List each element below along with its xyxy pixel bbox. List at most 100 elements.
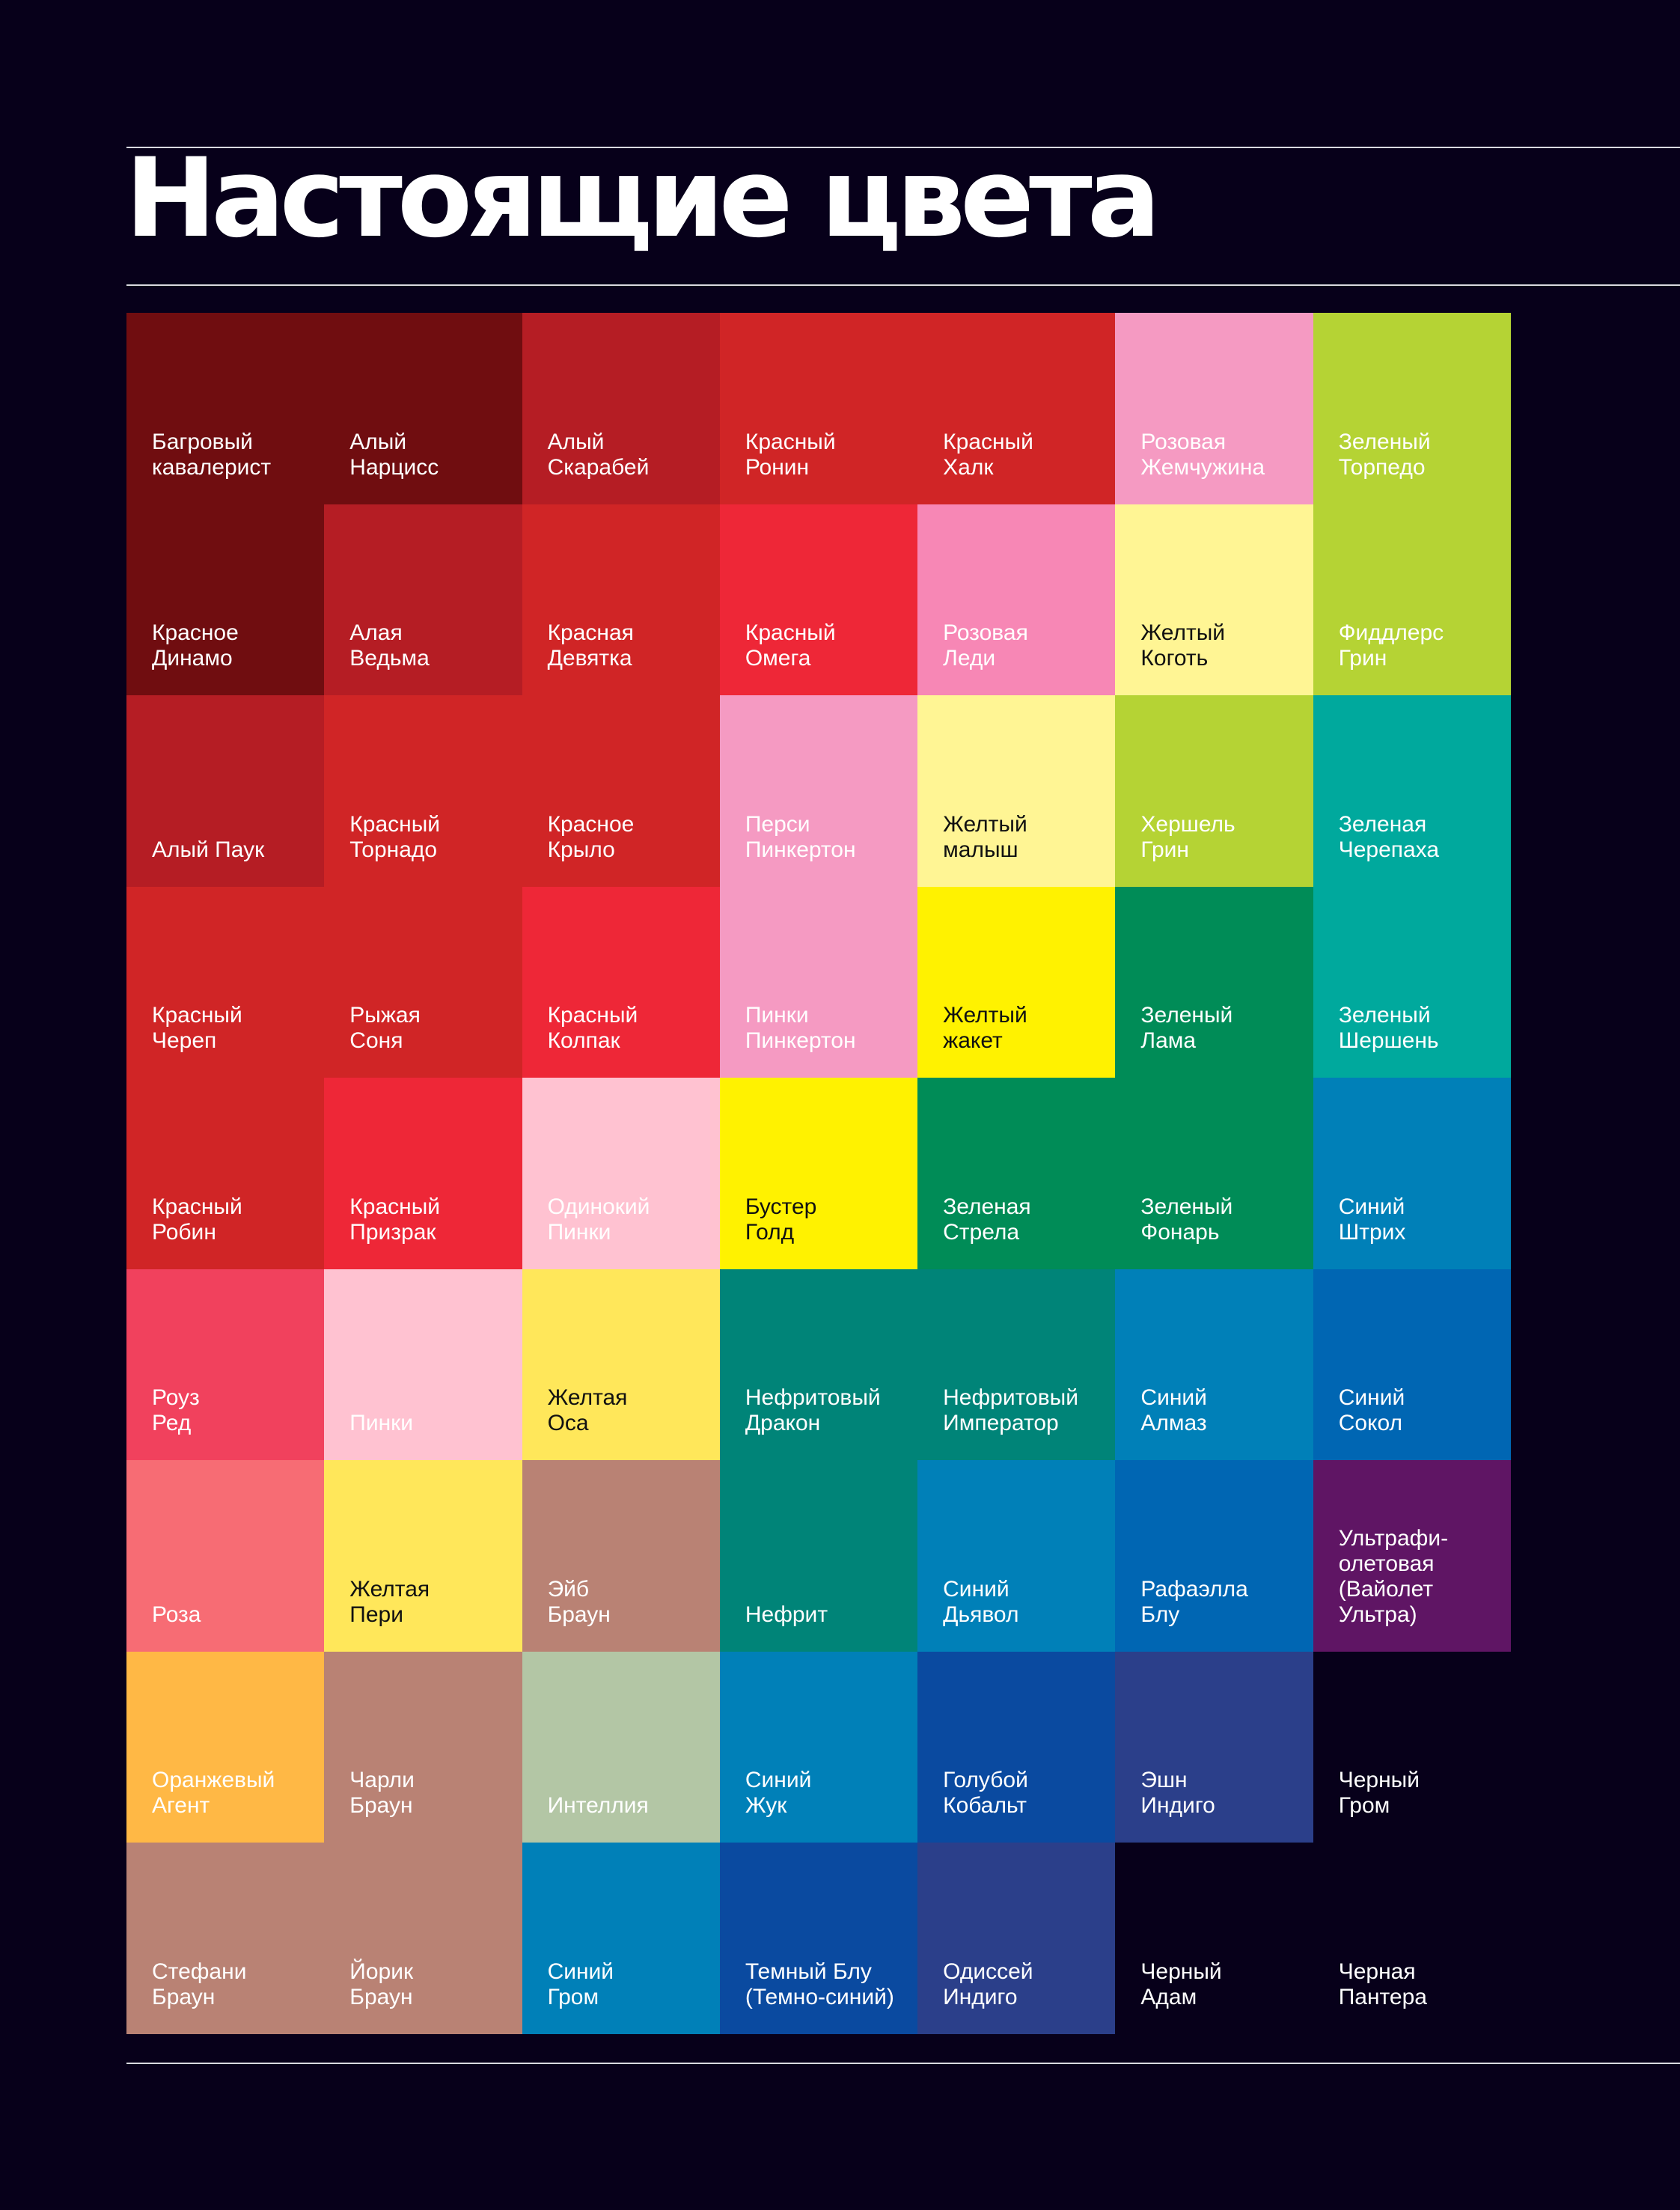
color-swatch-tile: Розовая Леди: [917, 504, 1116, 696]
color-swatch-tile: Багровый кавалерист: [126, 313, 325, 504]
color-swatch-tile: Одиссей Индиго: [917, 1843, 1116, 2034]
color-swatch-label: Ультрафи- олетовая (Вайолет Ультра): [1338, 1525, 1449, 1627]
color-swatch-tile: Одинокий Пинки: [522, 1078, 720, 1269]
color-swatch-tile: Пинки: [324, 1269, 522, 1461]
color-swatch-label: Розовая Жемчужина: [1140, 429, 1265, 480]
color-swatch-tile: Оранжевый Агент: [126, 1651, 325, 1843]
color-swatch-tile: Алый Скарабей: [522, 313, 720, 504]
bottom-rule: [126, 2063, 1680, 2064]
color-swatch-label: Желтый малыш: [943, 811, 1027, 862]
page-title: Настоящие цвета: [125, 135, 1161, 262]
color-swatch-tile: Ультрафи- олетовая (Вайолет Ультра): [1313, 1460, 1511, 1652]
color-swatch-tile: Рафаэлла Блу: [1115, 1460, 1313, 1652]
color-swatch-tile: Интеллия: [522, 1651, 720, 1843]
color-swatch-tile: Красное Крыло: [522, 695, 720, 887]
color-swatch-label: Бустер Голд: [745, 1194, 817, 1245]
color-swatch-tile: Зеленый Фонарь: [1115, 1078, 1313, 1269]
color-swatch-label: Желтый Коготь: [1140, 620, 1226, 671]
color-swatch-label: Эшн Индиго: [1140, 1768, 1215, 1819]
color-swatch-tile: Красный Торнадо: [324, 695, 522, 887]
color-swatch-tile: Черный Гром: [1313, 1651, 1511, 1843]
color-swatch-tile: Красный Омега: [719, 504, 918, 696]
color-swatch-label: Йорик Браун: [349, 1959, 414, 2009]
color-swatch-label: Розовая Леди: [943, 620, 1028, 671]
color-swatch-tile: Роза: [126, 1460, 325, 1652]
color-swatch-tile: Нефритовый Дракон: [719, 1269, 918, 1461]
color-swatch-label: Красное Крыло: [547, 811, 635, 862]
color-swatch-label: Фиддлерс Грин: [1338, 620, 1444, 671]
color-swatch-label: Черная Пантера: [1338, 1959, 1427, 2009]
color-swatch-label: Синий Дьявол: [943, 1576, 1019, 1627]
color-swatch-label: Зеленый Фонарь: [1140, 1194, 1233, 1245]
top-rule: [126, 147, 1680, 148]
color-swatch-label: Синий Штрих: [1338, 1194, 1406, 1245]
color-swatch-label: Одиссей Индиго: [943, 1959, 1033, 2009]
color-swatch-label: Красный Череп: [152, 1003, 242, 1054]
color-swatch-label: Красный Халк: [943, 429, 1033, 480]
color-swatch-tile: Синий Гром: [522, 1843, 720, 2034]
color-swatch-tile: Чарли Браун: [324, 1651, 522, 1843]
color-swatch-tile: Синий Жук: [719, 1651, 918, 1843]
color-swatch-label: Рафаэлла Блу: [1140, 1576, 1248, 1627]
color-swatch-label: Нефритовый Император: [943, 1385, 1078, 1436]
color-swatch-tile: Желтая Пери: [324, 1460, 522, 1652]
color-swatch-label: Интеллия: [547, 1793, 649, 1819]
color-swatch-label: Красный Призрак: [349, 1194, 441, 1245]
color-swatch-label: Черный Адам: [1140, 1959, 1222, 2009]
color-swatch-tile: Желтый Коготь: [1115, 504, 1313, 696]
color-swatch-label: Стефани Браун: [152, 1959, 247, 2009]
color-swatch-label: Алая Ведьма: [349, 620, 430, 671]
color-swatch-tile: Рыжая Соня: [324, 886, 522, 1078]
color-swatch-tile: Красный Халк: [917, 313, 1116, 504]
color-swatch-tile: Красный Череп: [126, 886, 325, 1078]
color-swatch-tile: Красный Робин: [126, 1078, 325, 1269]
color-swatch-tile: Голубой Кобальт: [917, 1651, 1116, 1843]
color-swatch-tile: Синий Штрих: [1313, 1078, 1511, 1269]
color-swatch-tile: Синий Алмаз: [1115, 1269, 1313, 1461]
color-swatch-label: Рыжая Соня: [349, 1003, 421, 1054]
color-swatch-tile: Желтая Оса: [522, 1269, 720, 1461]
color-swatch-tile: Розовая Жемчужина: [1115, 313, 1313, 504]
color-swatch-label: Пинки Пинкертон: [745, 1003, 856, 1054]
color-swatch-label: Красное Динамо: [152, 620, 239, 671]
color-swatch-tile: Темный Блу (Темно-синий): [719, 1843, 918, 2034]
color-swatch-label: Одинокий Пинки: [547, 1194, 650, 1245]
color-swatch-tile: Алый Паук: [126, 695, 325, 887]
color-swatch-label: Алый Нарцисс: [349, 429, 439, 480]
color-swatch-label: Темный Блу (Темно-синий): [745, 1959, 894, 2009]
color-swatch-grid: Багровый кавалерист Алый Нарцисс Алый Скар…: [126, 313, 1511, 2034]
color-swatch-label: Зеленый Торпедо: [1338, 429, 1431, 480]
color-swatch-tile: Хершель Грин: [1115, 695, 1313, 887]
color-swatch-tile: Желтый жакет: [917, 886, 1116, 1078]
color-swatch-label: Багровый кавалерист: [152, 429, 272, 480]
color-swatch-label: Чарли Браун: [349, 1768, 415, 1819]
color-swatch-label: Алый Скарабей: [547, 429, 650, 480]
color-swatch-label: Зеленый Лама: [1140, 1003, 1233, 1054]
color-swatch-tile: Синий Дьявол: [917, 1460, 1116, 1652]
color-swatch-tile: Красный Призрак: [324, 1078, 522, 1269]
color-swatch-label: Нефритовый Дракон: [745, 1385, 881, 1436]
color-swatch-tile: Красный Колпак: [522, 886, 720, 1078]
color-swatch-label: Эйб Браун: [547, 1576, 611, 1627]
color-swatch-label: Черный Гром: [1338, 1768, 1420, 1819]
color-swatch-label: Красный Омега: [745, 620, 836, 671]
title-rule: [126, 284, 1680, 286]
color-swatch-label: Красная Девятка: [547, 620, 634, 671]
color-swatch-tile: Бустер Голд: [719, 1078, 918, 1269]
color-swatch-tile: Пинки Пинкертон: [719, 886, 918, 1078]
color-swatch-label: Нефрит: [745, 1602, 828, 1627]
color-swatch-label: Оранжевый Агент: [152, 1768, 275, 1819]
color-swatch-label: Перси Пинкертон: [745, 811, 856, 862]
color-swatch-tile: Нефрит: [719, 1460, 918, 1652]
color-swatch-label: Роуз Ред: [152, 1385, 200, 1436]
color-swatch-tile: Эшн Индиго: [1115, 1651, 1313, 1843]
color-swatch-tile: Фиддлерс Грин: [1313, 504, 1511, 696]
color-swatch-label: Красный Ронин: [745, 429, 836, 480]
color-swatch-tile: Зеленый Лама: [1115, 886, 1313, 1078]
color-swatch-label: Роза: [152, 1602, 201, 1627]
color-swatch-tile: Алая Ведьма: [324, 504, 522, 696]
color-swatch-tile: Роуз Ред: [126, 1269, 325, 1461]
color-swatch-tile: Синий Сокол: [1313, 1269, 1511, 1461]
color-swatch-label: Зеленый Шершень: [1338, 1003, 1439, 1054]
color-swatch-tile: Йорик Браун: [324, 1843, 522, 2034]
